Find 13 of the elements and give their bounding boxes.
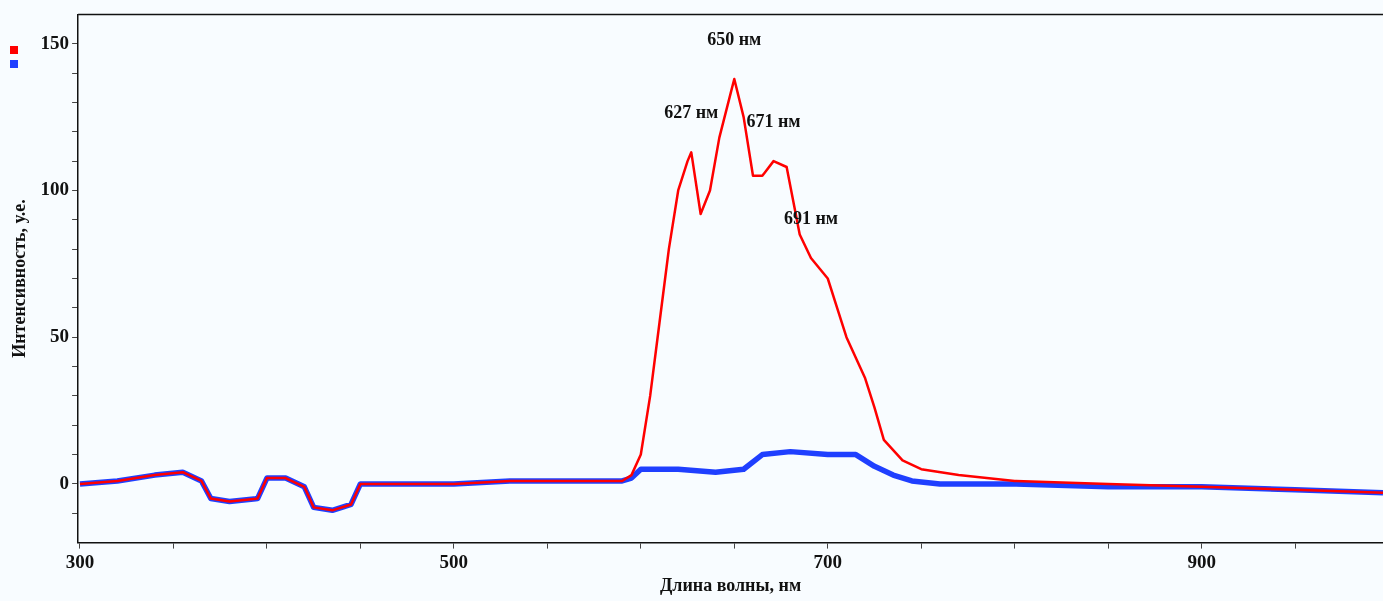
x-tick-label: 700 <box>813 550 843 572</box>
y-tick-label: 0 <box>59 471 70 493</box>
x-tick-label: 300 <box>65 550 95 572</box>
y-tick-label: 100 <box>40 178 70 200</box>
annotation: 671 нм <box>746 110 801 131</box>
annotation: 627 нм <box>664 101 719 122</box>
x-tick-label: 900 <box>1187 550 1216 572</box>
y-axis-title: Интенсивность, у.е. <box>9 199 30 358</box>
annotation: 650 нм <box>707 28 762 49</box>
y-tick-label: 50 <box>50 325 70 347</box>
x-tick-label: 500 <box>439 550 469 572</box>
x-axis-title: Длина волны, нм <box>659 574 802 595</box>
y-tick-label: 150 <box>40 31 70 53</box>
